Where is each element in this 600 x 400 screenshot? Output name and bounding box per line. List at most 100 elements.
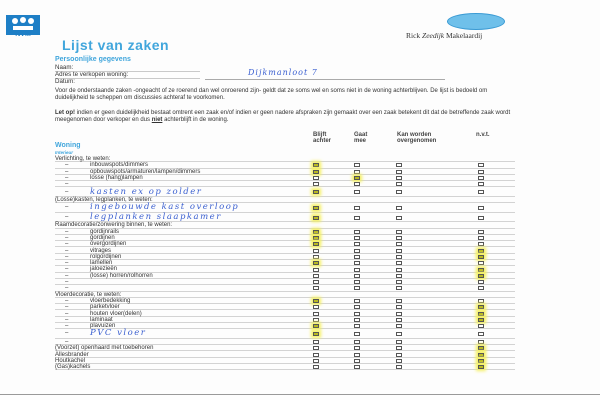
checkbox[interactable] — [478, 176, 484, 181]
checkbox[interactable] — [396, 242, 402, 247]
checkbox[interactable] — [354, 317, 360, 322]
checkbox[interactable] — [354, 324, 360, 329]
checkbox[interactable] — [354, 163, 360, 168]
checkbox[interactable] — [478, 324, 484, 329]
checkbox[interactable] — [313, 311, 319, 316]
checkbox[interactable] — [313, 305, 319, 310]
checkbox[interactable] — [478, 229, 484, 234]
checkbox[interactable] — [478, 254, 484, 259]
checkbox[interactable] — [354, 261, 360, 266]
checkbox[interactable] — [354, 340, 360, 345]
checkbox[interactable] — [313, 248, 319, 253]
checkbox[interactable] — [396, 311, 402, 316]
checkbox[interactable] — [354, 286, 360, 291]
checkbox[interactable] — [396, 332, 402, 337]
checkbox[interactable] — [396, 286, 402, 291]
checkbox[interactable] — [396, 346, 402, 351]
checkbox[interactable] — [396, 254, 402, 259]
checkbox[interactable] — [354, 273, 360, 278]
checkbox[interactable] — [313, 254, 319, 259]
checkbox[interactable] — [354, 229, 360, 234]
checkbox[interactable] — [396, 215, 402, 220]
checkbox[interactable] — [478, 286, 484, 291]
checkbox[interactable] — [396, 358, 402, 363]
checkbox[interactable] — [354, 332, 360, 337]
checkbox[interactable] — [313, 280, 319, 285]
checkbox[interactable] — [396, 273, 402, 278]
checkbox[interactable] — [478, 305, 484, 310]
checkbox[interactable] — [354, 182, 360, 187]
checkbox[interactable] — [396, 261, 402, 266]
checkbox[interactable] — [313, 261, 319, 266]
checkbox[interactable] — [313, 206, 319, 211]
checkbox[interactable] — [354, 311, 360, 316]
checkbox[interactable] — [354, 358, 360, 363]
checkbox[interactable] — [354, 190, 360, 195]
checkbox[interactable] — [354, 346, 360, 351]
checkbox[interactable] — [354, 352, 360, 357]
checkbox[interactable] — [396, 324, 402, 329]
checkbox[interactable] — [354, 169, 360, 174]
checkbox[interactable] — [396, 236, 402, 241]
checkbox[interactable] — [478, 299, 484, 304]
address-field[interactable]: Dijkmanloot 7 — [248, 68, 318, 77]
checkbox[interactable] — [478, 340, 484, 345]
checkbox[interactable] — [354, 206, 360, 211]
checkbox[interactable] — [396, 163, 402, 168]
checkbox[interactable] — [396, 280, 402, 285]
checkbox[interactable] — [478, 332, 484, 337]
checkbox[interactable] — [396, 299, 402, 304]
checkbox[interactable] — [313, 163, 319, 168]
checkbox[interactable] — [313, 236, 319, 241]
checkbox[interactable] — [396, 182, 402, 187]
checkbox[interactable] — [354, 305, 360, 310]
checkbox[interactable] — [313, 346, 319, 351]
checkbox[interactable] — [354, 242, 360, 247]
checkbox[interactable] — [478, 236, 484, 241]
checkbox[interactable] — [478, 267, 484, 272]
checkbox[interactable] — [354, 280, 360, 285]
checkbox[interactable] — [396, 229, 402, 234]
checkbox[interactable] — [478, 242, 484, 247]
checkbox[interactable] — [478, 169, 484, 174]
checkbox[interactable] — [478, 248, 484, 253]
checkbox[interactable] — [313, 286, 319, 291]
checkbox[interactable] — [478, 358, 484, 363]
checkbox[interactable] — [313, 365, 319, 370]
checkbox[interactable] — [313, 176, 319, 181]
checkbox[interactable] — [354, 248, 360, 253]
checkbox[interactable] — [313, 169, 319, 174]
checkbox[interactable] — [313, 358, 319, 363]
checkbox[interactable] — [478, 273, 484, 278]
checkbox[interactable] — [313, 242, 319, 247]
checkbox[interactable] — [478, 280, 484, 285]
checkbox[interactable] — [478, 206, 484, 211]
checkbox[interactable] — [478, 352, 484, 357]
checkbox[interactable] — [478, 163, 484, 168]
checkbox[interactable] — [396, 169, 402, 174]
checkbox[interactable] — [396, 305, 402, 310]
checkbox[interactable] — [354, 236, 360, 241]
checkbox[interactable] — [396, 267, 402, 272]
checkbox[interactable] — [313, 299, 319, 304]
checkbox[interactable] — [396, 176, 402, 181]
checkbox[interactable] — [313, 190, 319, 195]
checkbox[interactable] — [396, 365, 402, 370]
checkbox[interactable] — [354, 267, 360, 272]
checkbox[interactable] — [313, 182, 319, 187]
checkbox[interactable] — [478, 190, 484, 195]
checkbox[interactable] — [396, 352, 402, 357]
checkbox[interactable] — [354, 365, 360, 370]
checkbox[interactable] — [478, 215, 484, 220]
checkbox[interactable] — [396, 206, 402, 211]
checkbox[interactable] — [313, 317, 319, 322]
checkbox[interactable] — [313, 332, 319, 337]
checkbox[interactable] — [478, 182, 484, 187]
checkbox[interactable] — [478, 317, 484, 322]
checkbox[interactable] — [354, 215, 360, 220]
checkbox[interactable] — [313, 340, 319, 345]
checkbox[interactable] — [313, 273, 319, 278]
checkbox[interactable] — [396, 190, 402, 195]
checkbox[interactable] — [354, 254, 360, 259]
checkbox[interactable] — [478, 261, 484, 266]
